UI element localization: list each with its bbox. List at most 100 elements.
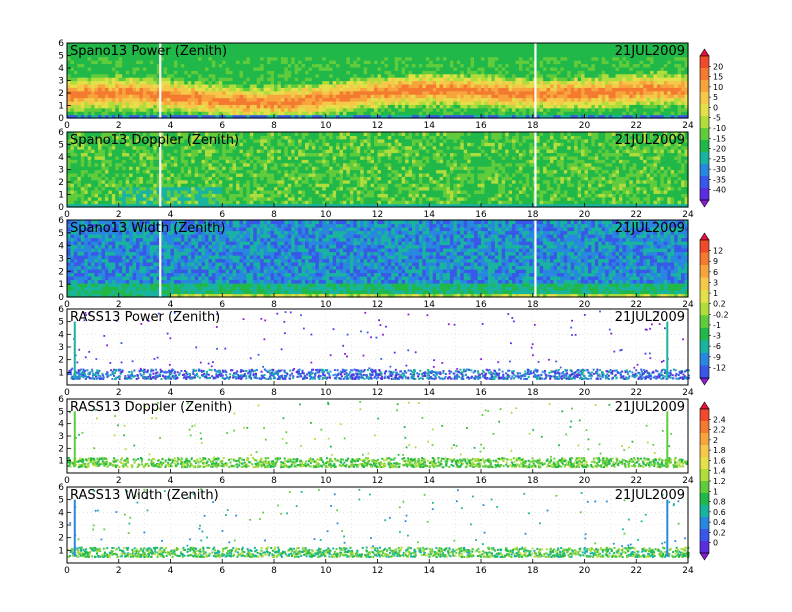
heatmap-cell [425,77,430,82]
heatmap-cell [115,172,120,177]
heatmap-cell [163,100,168,105]
heatmap-cell [436,100,441,105]
heatmap-cell [632,43,637,48]
heatmap-cell [560,94,565,99]
heatmap-cell [353,100,358,105]
heatmap-cell [201,46,206,51]
heatmap-cell [646,73,651,78]
heatmap-cell [211,80,216,85]
heatmap-cell [146,138,151,143]
heatmap-cell [142,155,147,160]
heatmap-cell [170,60,175,65]
heatmap-cell [625,43,630,48]
heatmap-cell [512,87,517,92]
heatmap-cell [118,114,123,119]
heatmap-cell [629,100,634,105]
heatmap-cell [470,107,475,112]
heatmap-cell [684,97,689,102]
heatmap-cell [187,159,192,164]
heatmap-cell [211,43,216,48]
heatmap-cell [136,162,141,167]
heatmap-cell [298,66,303,71]
heatmap-cell [177,196,182,201]
heatmap-cell [153,176,158,181]
heatmap-cell [94,142,99,147]
heatmap-cell [180,176,185,181]
heatmap-cell [80,162,85,167]
heatmap-cell [356,90,361,95]
heatmap-cell [77,169,82,174]
heatmap-cell [129,80,134,85]
heatmap-cell [518,60,523,65]
heatmap-cell [515,111,520,116]
heatmap-cell [242,87,247,92]
heatmap-cell [460,90,465,95]
heatmap-cell [291,107,296,112]
heatmap-cell [118,172,123,177]
heatmap-cell [201,149,206,154]
heatmap-cell [612,80,617,85]
heatmap-cell [160,189,165,194]
heatmap-cell [198,104,203,109]
heatmap-cell [653,107,658,112]
heatmap-cell [111,43,116,48]
heatmap-cell [191,83,196,88]
heatmap-cell [198,56,203,61]
heatmap-cell [91,100,96,105]
heatmap-cell [491,60,496,65]
heatmap-cell [660,60,665,65]
heatmap-cell [153,114,158,119]
heatmap-cell [619,83,624,88]
heatmap-cell [508,90,513,95]
heatmap-cell [408,90,413,95]
heatmap-cell [101,132,106,137]
heatmap-cell [208,155,213,160]
heatmap-cell [91,172,96,177]
heatmap-cell [663,97,668,102]
heatmap-cell [291,56,296,61]
heatmap-cell [301,46,306,51]
heatmap-cell [153,186,158,191]
heatmap-cell [663,107,668,112]
x-tick-label: 0 [64,121,70,131]
heatmap-cell [677,100,682,105]
heatmap-cell [318,100,323,105]
heatmap-cell [577,77,582,82]
heatmap-cell [625,100,630,105]
heatmap-cell [608,90,613,95]
heatmap-cell [211,77,216,82]
heatmap-cell [153,77,158,82]
heatmap-cell [367,90,372,95]
heatmap-cell [446,111,451,116]
heatmap-cell [346,111,351,116]
heatmap-cell [153,107,158,112]
heatmap-cell [104,63,109,68]
heatmap-cell [201,87,206,92]
heatmap-cell [612,100,617,105]
heatmap-cell [360,73,365,78]
heatmap-cell [291,73,296,78]
heatmap-cell [187,114,192,119]
heatmap-cell [556,66,561,71]
heatmap-cell [346,70,351,75]
heatmap-cell [660,104,665,109]
heatmap-cell [122,189,127,194]
heatmap-cell [267,70,272,75]
heatmap-cell [370,46,375,51]
heatmap-cell [194,80,199,85]
heatmap-cell [229,80,234,85]
heatmap-cell [456,97,461,102]
heatmap-cell [415,73,420,78]
heatmap-cell [370,73,375,78]
heatmap-cell [101,94,106,99]
heatmap-cell [525,114,530,119]
heatmap-cell [118,94,123,99]
heatmap-cell [184,193,189,198]
heatmap-cell [339,56,344,61]
heatmap-cell [263,94,268,99]
heatmap-cell [222,97,227,102]
heatmap-cell [70,132,75,137]
heatmap-cell [132,107,137,112]
heatmap-cell [70,193,75,198]
heatmap-cell [170,87,175,92]
